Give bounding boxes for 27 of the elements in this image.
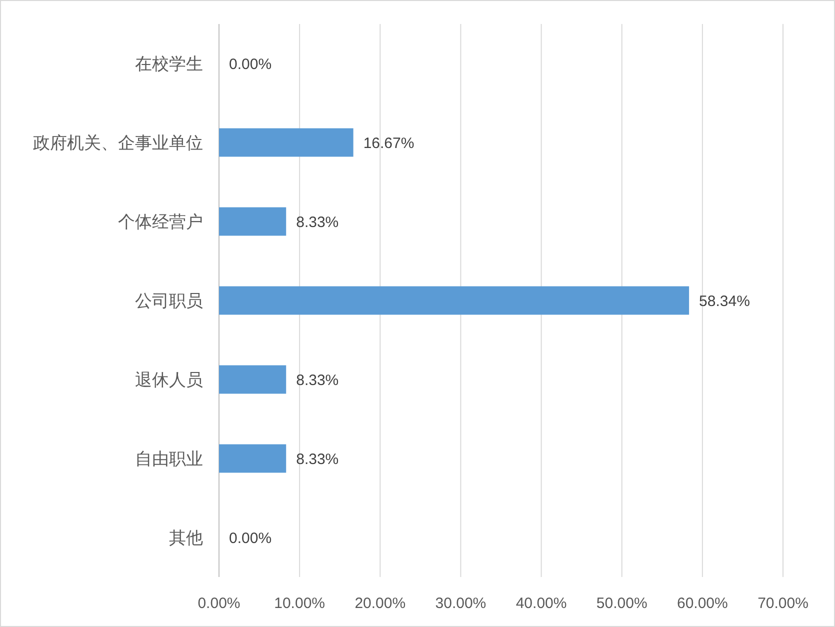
data-label: 58.34% — [699, 293, 750, 310]
data-label: 8.33% — [296, 214, 339, 231]
bar — [219, 286, 690, 315]
x-tick-label: 0.00% — [198, 595, 240, 612]
y-tick-label: 自由职业 — [135, 450, 203, 468]
x-tick-label: 40.00% — [516, 595, 567, 612]
x-tick-label: 60.00% — [676, 595, 728, 612]
x-tick-label: 50.00% — [596, 595, 648, 612]
data-label: 8.33% — [296, 372, 339, 389]
bar — [219, 128, 354, 157]
bar — [219, 444, 286, 473]
y-tick-label: 政府机关、企事业单位 — [33, 134, 203, 152]
data-label: 0.00% — [229, 56, 272, 73]
bar — [219, 365, 286, 394]
data-label: 8.33% — [296, 451, 339, 468]
bar — [219, 207, 286, 236]
data-label: 0.00% — [229, 530, 272, 547]
x-tick-label: 20.00% — [354, 595, 406, 612]
x-tick-label: 10.00% — [274, 595, 326, 612]
x-tick-label: 70.00% — [758, 595, 808, 612]
y-tick-label: 公司职员 — [135, 292, 203, 310]
data-label: 16.67% — [363, 135, 414, 152]
y-tick-label: 在校学生 — [135, 54, 203, 74]
y-tick-label: 个体经营户 — [118, 212, 203, 232]
x-tick-label: 30.00% — [435, 595, 486, 612]
y-tick-label: 其他 — [169, 528, 203, 548]
y-tick-label: 退休人员 — [135, 370, 203, 390]
